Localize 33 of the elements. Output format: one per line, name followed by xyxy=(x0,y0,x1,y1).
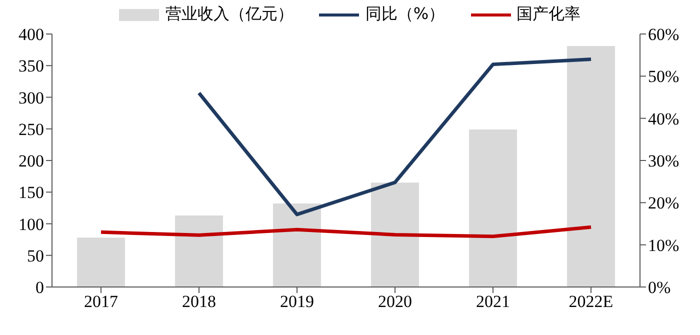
y2-tick-label: 10% xyxy=(648,236,680,255)
x-tick-label: 2020 xyxy=(378,292,412,312)
y-tick-label: 300 xyxy=(18,88,44,108)
y-tick-label: 0 xyxy=(36,278,44,298)
y-tick-label: 400 xyxy=(18,25,44,44)
y2-tick-label: 40% xyxy=(648,109,680,128)
legend-label: 同比（%） xyxy=(364,4,445,25)
y-tick-label: 350 xyxy=(18,56,44,76)
y2-tick-label: 20% xyxy=(648,194,680,213)
bar xyxy=(77,238,125,287)
bar xyxy=(567,46,615,287)
line-series xyxy=(99,225,593,238)
y2-tick-label: 50% xyxy=(648,67,680,86)
y-tick-label: 150 xyxy=(18,183,44,202)
x-tick-label: 2019 xyxy=(280,292,314,312)
bar xyxy=(469,130,517,287)
x-tick-label: 2017 xyxy=(84,292,118,312)
bar xyxy=(273,204,321,287)
legend-label: 营业收入（亿元） xyxy=(164,4,294,25)
y-tick-label: 200 xyxy=(18,152,44,171)
line-series xyxy=(197,58,593,216)
y2-tick-label: 30% xyxy=(648,152,680,171)
y2-tick-label: 0% xyxy=(648,278,671,298)
y2-tick-label: 60% xyxy=(648,25,680,44)
x-tick-label: 2022E xyxy=(568,292,614,312)
y-tick-label: 50 xyxy=(27,246,44,266)
y-tick-label: 100 xyxy=(18,214,44,234)
y-tick-label: 250 xyxy=(18,120,44,139)
x-tick-label: 2021 xyxy=(476,292,510,312)
x-tick-label: 2018 xyxy=(182,292,216,312)
legend-label: 国产化率 xyxy=(516,4,581,25)
bar xyxy=(371,182,419,287)
bar xyxy=(175,216,223,287)
